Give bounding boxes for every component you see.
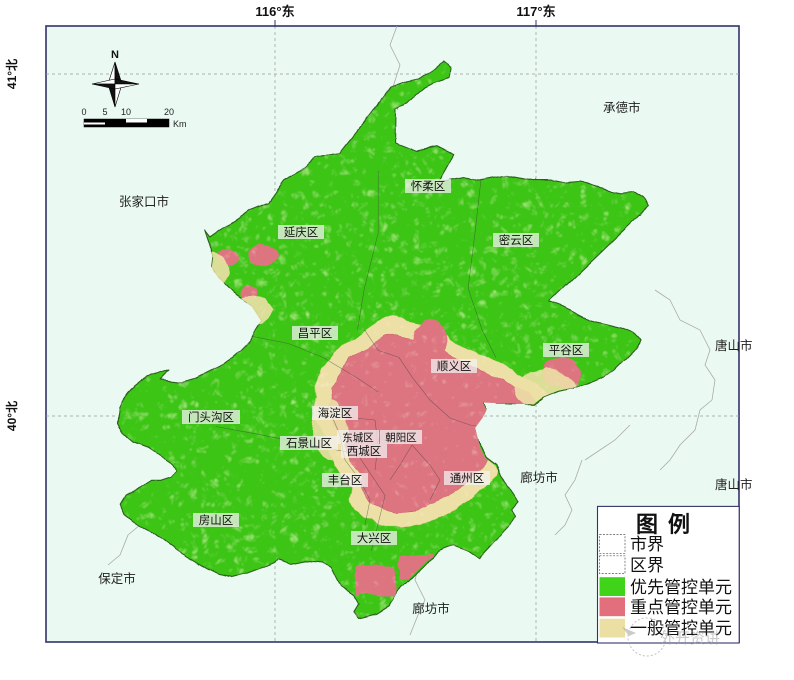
svg-text:41°北: 41°北 <box>4 59 19 89</box>
svg-text:区界: 区界 <box>630 556 664 575</box>
svg-text:门头沟区: 门头沟区 <box>188 410 234 424</box>
svg-text:Km: Km <box>173 119 187 129</box>
svg-text:通州区: 通州区 <box>450 472 485 485</box>
svg-text:昌平区: 昌平区 <box>298 327 333 340</box>
svg-text:怀柔区: 怀柔区 <box>411 180 446 193</box>
svg-text:海淀区: 海淀区 <box>318 406 353 420</box>
svg-text:廊坊市: 廊坊市 <box>412 601 450 616</box>
svg-text:N: N <box>111 49 119 61</box>
svg-text:顺义区: 顺义区 <box>437 360 472 373</box>
svg-text:116°东: 116°东 <box>255 4 294 19</box>
svg-text:房山区: 房山区 <box>199 514 234 527</box>
svg-text:朝阳区: 朝阳区 <box>385 432 417 444</box>
svg-text:平谷区: 平谷区 <box>549 344 584 357</box>
svg-text:0: 0 <box>81 107 86 117</box>
svg-text:承德市: 承德市 <box>603 100 641 115</box>
svg-text:保定市: 保定市 <box>98 571 136 586</box>
svg-text:唐山市: 唐山市 <box>715 477 753 492</box>
svg-text:大兴区: 大兴区 <box>357 531 392 545</box>
svg-text:20: 20 <box>164 107 174 117</box>
svg-text:张家口市: 张家口市 <box>119 194 169 209</box>
svg-text:东城区: 东城区 <box>342 431 374 444</box>
svg-text:丰台区: 丰台区 <box>328 473 363 487</box>
svg-text:5: 5 <box>102 107 107 117</box>
svg-text:10: 10 <box>121 107 131 117</box>
svg-text:廊坊市: 廊坊市 <box>520 470 558 485</box>
svg-text:密云区: 密云区 <box>499 233 534 247</box>
svg-text:优先管控单元: 优先管控单元 <box>630 578 732 597</box>
svg-text:延庆区: 延庆区 <box>284 225 319 239</box>
svg-text:40°北: 40°北 <box>4 401 19 431</box>
svg-text:唐山市: 唐山市 <box>715 338 753 353</box>
svg-text:石景山区: 石景山区 <box>286 437 332 450</box>
svg-text:西城区: 西城区 <box>347 445 382 458</box>
svg-text:117°东: 117°东 <box>516 4 555 19</box>
svg-text:重点管控单元: 重点管控单元 <box>630 598 732 617</box>
svg-text:外开资讲: 外开资讲 <box>660 630 720 647</box>
svg-text:图例: 图例 <box>636 512 700 537</box>
svg-text:市界: 市界 <box>630 535 664 554</box>
